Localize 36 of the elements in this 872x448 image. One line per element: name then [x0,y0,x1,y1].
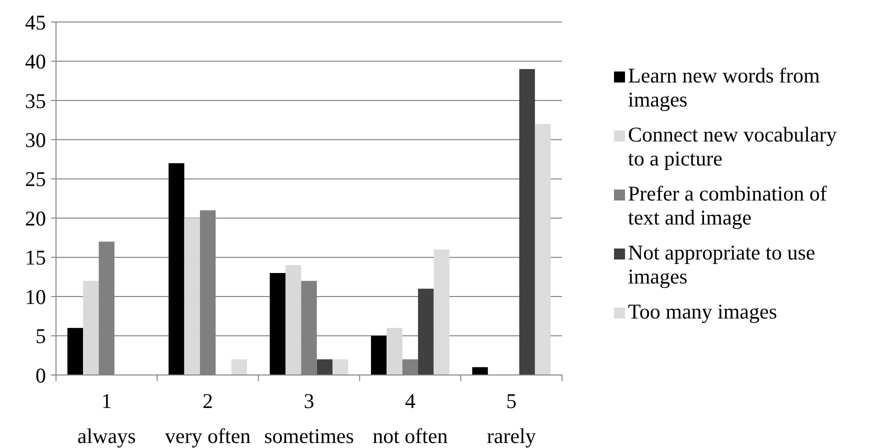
y-tick-label: 45 [25,10,46,34]
bar [67,328,84,375]
y-tick-label: 10 [25,284,46,309]
bar [168,163,184,375]
y-tick-label: 5 [36,324,46,348]
bar [434,249,450,375]
x-tick-label: 2 very often [164,389,252,448]
y-tick-label: 15 [25,246,46,270]
x-tick-label: 4 not often [372,389,448,448]
bar [534,124,551,375]
legend-label: Prefer a combination of text and image [628,182,827,230]
bar [472,367,488,375]
legend-label: Learn new words from images [628,64,820,112]
bar [83,280,99,375]
y-tick-label: 30 [25,128,46,152]
bar [285,265,302,375]
bar [370,336,387,375]
x-tick-label: 5 rarely [486,389,536,448]
bar [270,273,286,375]
x-tick-label: 1 always [77,389,136,448]
y-tick-label: 20 [25,206,46,230]
y-tick-label: 25 [25,167,46,192]
bar [316,359,333,375]
legend-label: Connect new vocabulary to a picture [628,122,838,170]
x-tick-label: 3 sometimes [264,389,354,448]
y-tick-label: 0 [36,363,46,388]
y-tick-label: 35 [25,88,46,113]
bar [519,69,535,375]
bar [184,218,200,375]
legend-label: Too many images [628,300,777,324]
bar [418,288,434,375]
bar [231,359,248,375]
legend-label: Not appropriate to use images [628,240,816,288]
y-tick-label: 40 [25,50,46,74]
bar [386,328,402,375]
bar [332,359,348,375]
